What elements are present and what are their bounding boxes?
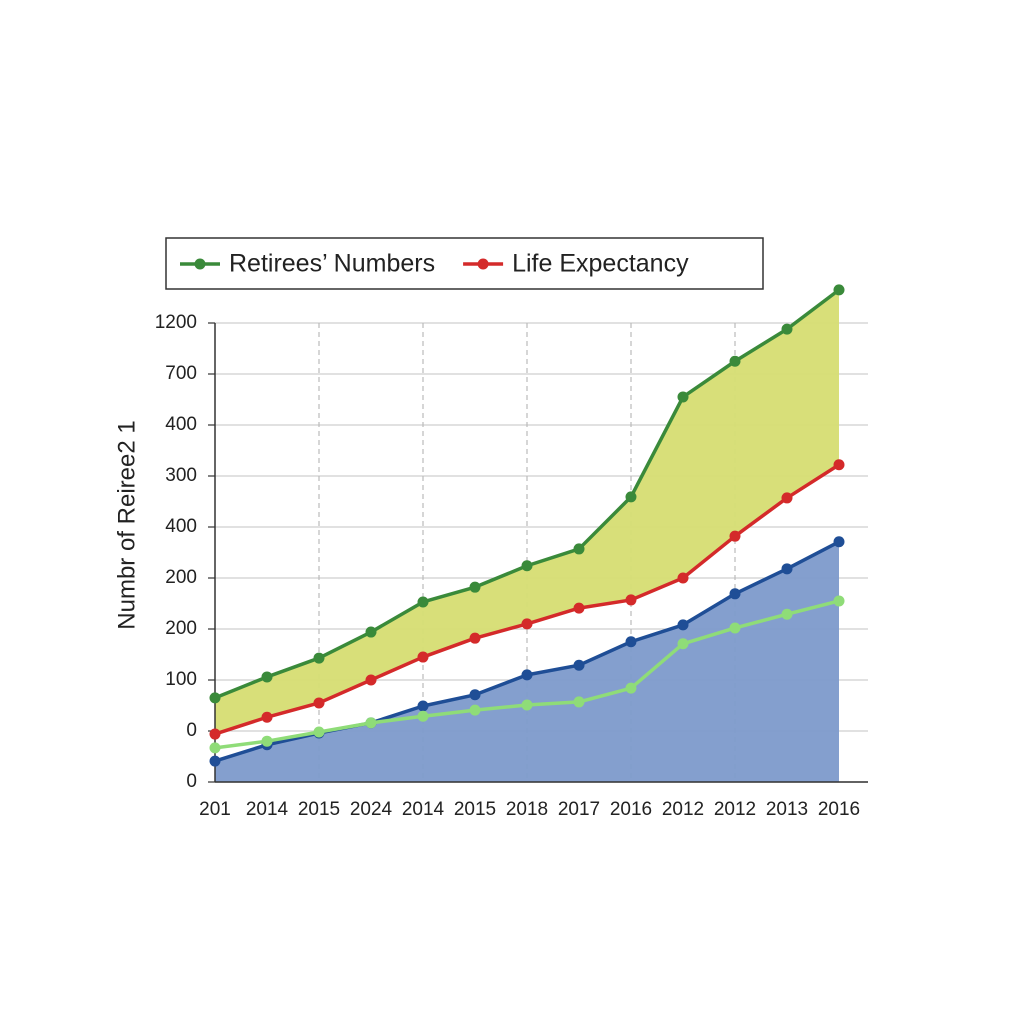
point: [677, 572, 689, 584]
point: [209, 742, 221, 754]
point: [313, 652, 325, 664]
x-tick-label: 2014: [246, 799, 289, 820]
point: [209, 728, 221, 740]
point: [365, 626, 377, 638]
point: [833, 595, 845, 607]
point: [365, 674, 377, 686]
point: [521, 560, 533, 572]
point: [573, 696, 585, 708]
y-tick-label: 400: [165, 414, 197, 435]
point: [833, 284, 845, 296]
y-tick-label: 300: [165, 465, 197, 486]
point: [573, 543, 585, 555]
point: [729, 588, 741, 600]
point: [677, 619, 689, 631]
point: [625, 636, 637, 648]
point: [469, 581, 481, 593]
area: [215, 541, 839, 782]
x-tick-label: 201: [199, 799, 231, 820]
y-tick-label: 200: [165, 618, 197, 639]
y-tick-label: 0: [186, 771, 197, 792]
point: [469, 632, 481, 644]
legend-marker: [477, 258, 489, 270]
x-tick-label: 2018: [506, 799, 548, 820]
point: [209, 755, 221, 767]
point: [417, 596, 429, 608]
point: [677, 391, 689, 403]
y-axis-label: Numbr of Reiree2 1: [113, 420, 140, 629]
x-tick-label: 2015: [454, 799, 496, 820]
point: [521, 669, 533, 681]
point: [833, 459, 845, 471]
point: [781, 492, 793, 504]
y-tick-label: 400: [165, 516, 197, 537]
point: [781, 563, 793, 575]
point: [417, 710, 429, 722]
point: [521, 618, 533, 630]
point: [261, 711, 273, 723]
point: [573, 602, 585, 614]
x-tick-label: 2012: [662, 799, 704, 820]
x-tick-label: 2016: [818, 799, 860, 820]
point: [781, 323, 793, 335]
point: [417, 651, 429, 663]
point: [261, 735, 273, 747]
y-tick-label: 700: [165, 363, 197, 384]
x-tick-label: 2024: [350, 799, 393, 820]
y-tick-label: 200: [165, 567, 197, 588]
point: [469, 704, 481, 716]
point: [729, 622, 741, 634]
point: [209, 692, 221, 704]
legend-label: Life Expectancy: [512, 250, 689, 278]
point: [469, 689, 481, 701]
x-tick-label: 2014: [402, 799, 445, 820]
point: [365, 717, 377, 729]
y-tick-label: 0: [186, 720, 197, 741]
point: [625, 682, 637, 694]
point: [521, 699, 533, 711]
point: [261, 671, 273, 683]
x-tick-label: 2013: [766, 799, 808, 820]
point: [313, 697, 325, 709]
legend-marker: [194, 258, 206, 270]
point: [729, 530, 741, 542]
x-tick-label: 2012: [714, 799, 756, 820]
legend-label: Retirees’ Numbers: [229, 250, 435, 278]
point: [625, 491, 637, 503]
point: [729, 355, 741, 367]
point: [677, 638, 689, 650]
point: [625, 594, 637, 606]
point: [313, 726, 325, 738]
y-tick-label: 1200: [155, 312, 197, 333]
x-tick-label: 2015: [298, 799, 340, 820]
point: [573, 659, 585, 671]
point: [833, 536, 845, 548]
point: [781, 608, 793, 620]
x-tick-label: 2016: [610, 799, 652, 820]
x-tick-label: 2017: [558, 799, 600, 820]
y-tick-label: 100: [165, 669, 197, 690]
point: [417, 700, 429, 712]
